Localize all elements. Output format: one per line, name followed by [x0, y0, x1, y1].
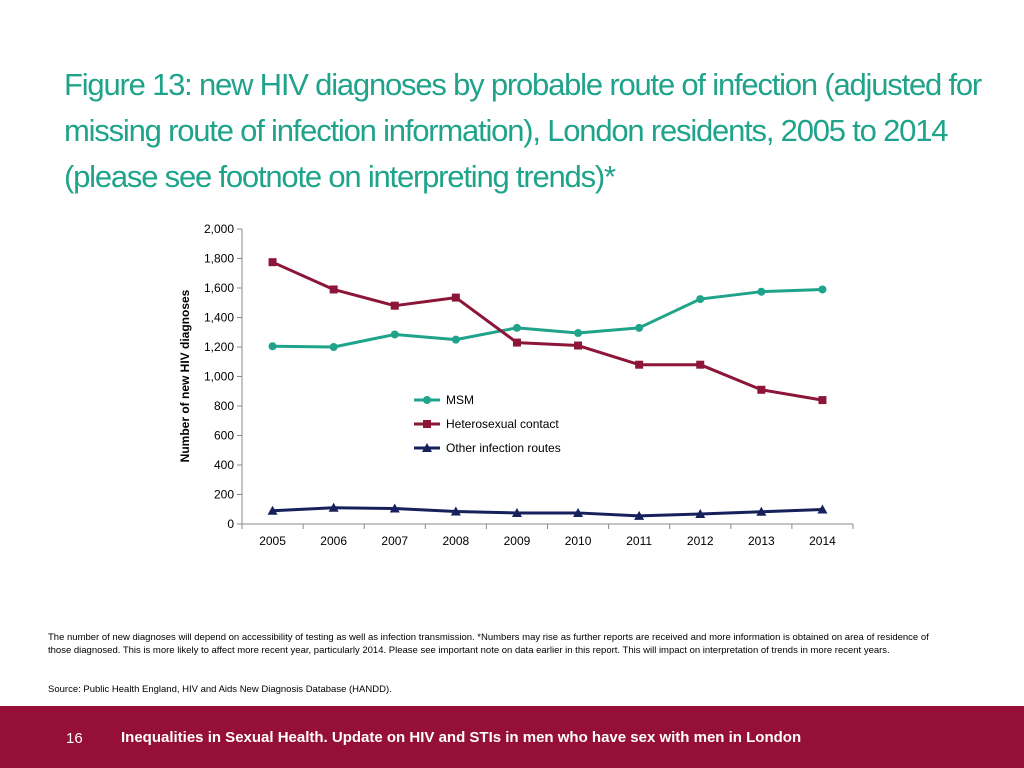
x-tick-label: 2006	[320, 534, 347, 548]
source-note: Source: Public Health England, HIV and A…	[48, 684, 392, 695]
chart-series	[267, 258, 828, 520]
data-point	[268, 342, 277, 351]
y-tick-label: 1,200	[204, 340, 234, 354]
legend-marker	[423, 420, 431, 428]
chart-legend: MSM Heterosexual contact Other infection r…	[414, 393, 561, 455]
data-point	[634, 510, 645, 520]
data-point	[329, 285, 338, 294]
chart-title: Figure 13: new HIV diagnoses by probable…	[64, 67, 982, 194]
y-tick-label: 1,600	[204, 281, 234, 295]
data-point	[389, 503, 400, 513]
data-point	[511, 507, 522, 517]
data-point	[512, 323, 521, 332]
data-point	[695, 508, 706, 518]
legend-marker	[423, 396, 431, 404]
data-point	[757, 287, 766, 296]
data-point	[574, 328, 583, 337]
data-point	[818, 396, 827, 405]
legend-marker	[422, 443, 432, 452]
data-point	[573, 507, 584, 517]
x-tick-label: 2007	[381, 534, 408, 548]
x-tick-label: 2014	[809, 534, 836, 548]
data-point	[696, 295, 705, 304]
y-tick-label: 200	[214, 488, 234, 502]
legend-label: Other infection routes	[446, 441, 561, 455]
x-tick-label: 2012	[687, 534, 714, 548]
data-point	[756, 506, 767, 516]
y-tick-label: 400	[214, 458, 234, 472]
series-line	[272, 287, 823, 349]
x-tick-label: 2005	[259, 534, 286, 548]
series-circle	[268, 285, 827, 351]
x-tick-label: 2009	[504, 534, 531, 548]
x-tick-label: 2011	[626, 534, 652, 548]
data-point	[817, 504, 828, 514]
data-point	[451, 293, 460, 302]
y-tick-label: 0	[227, 517, 234, 531]
data-point	[329, 343, 338, 351]
y-tick-label: 1,800	[204, 252, 234, 266]
y-tick-label: 1,400	[204, 311, 234, 325]
x-tick-label: 2008	[442, 534, 469, 548]
x-tick-label: 2010	[565, 534, 592, 548]
series-square	[268, 258, 827, 405]
y-tick-label: 1,000	[204, 370, 234, 384]
data-point	[696, 360, 705, 369]
series-line	[272, 506, 823, 518]
footnote: The number of new diagnoses will depend …	[48, 632, 929, 656]
data-point	[267, 505, 278, 515]
data-point	[268, 258, 277, 267]
data-point	[450, 506, 461, 516]
data-point	[390, 301, 399, 310]
data-point	[818, 285, 827, 294]
y-tick-label: 2,000	[204, 222, 234, 236]
data-point	[635, 360, 644, 369]
legend-label: Heterosexual contact	[446, 417, 559, 431]
series-triangle	[267, 502, 828, 520]
line-chart: 0 200 400 600 800 1,000 1,200 1,400 1,600 1,800 2,…	[178, 222, 854, 548]
y-axis-label: Number of new HIV diagnoses	[178, 289, 192, 462]
legend-label: MSM	[446, 393, 474, 407]
data-point	[512, 338, 521, 347]
data-point	[390, 330, 399, 339]
page-number: 16	[66, 730, 83, 747]
footer-title: Inequalities in Sexual Health. Update on…	[121, 729, 802, 746]
chart-axes: 0 200 400 600 800 1,000 1,200 1,400 1,600 1,800 2,…	[204, 222, 854, 548]
data-point	[574, 341, 583, 350]
data-point	[757, 385, 766, 394]
x-tick-label: 2013	[748, 534, 775, 548]
y-tick-label: 600	[214, 429, 234, 443]
footer-bar: 16 Inequalities in Sexual Health. Update…	[0, 706, 1024, 768]
data-point	[635, 323, 644, 332]
data-point	[328, 502, 339, 512]
series-line	[271, 260, 823, 402]
data-point	[451, 335, 460, 344]
y-tick-label: 800	[214, 399, 234, 413]
